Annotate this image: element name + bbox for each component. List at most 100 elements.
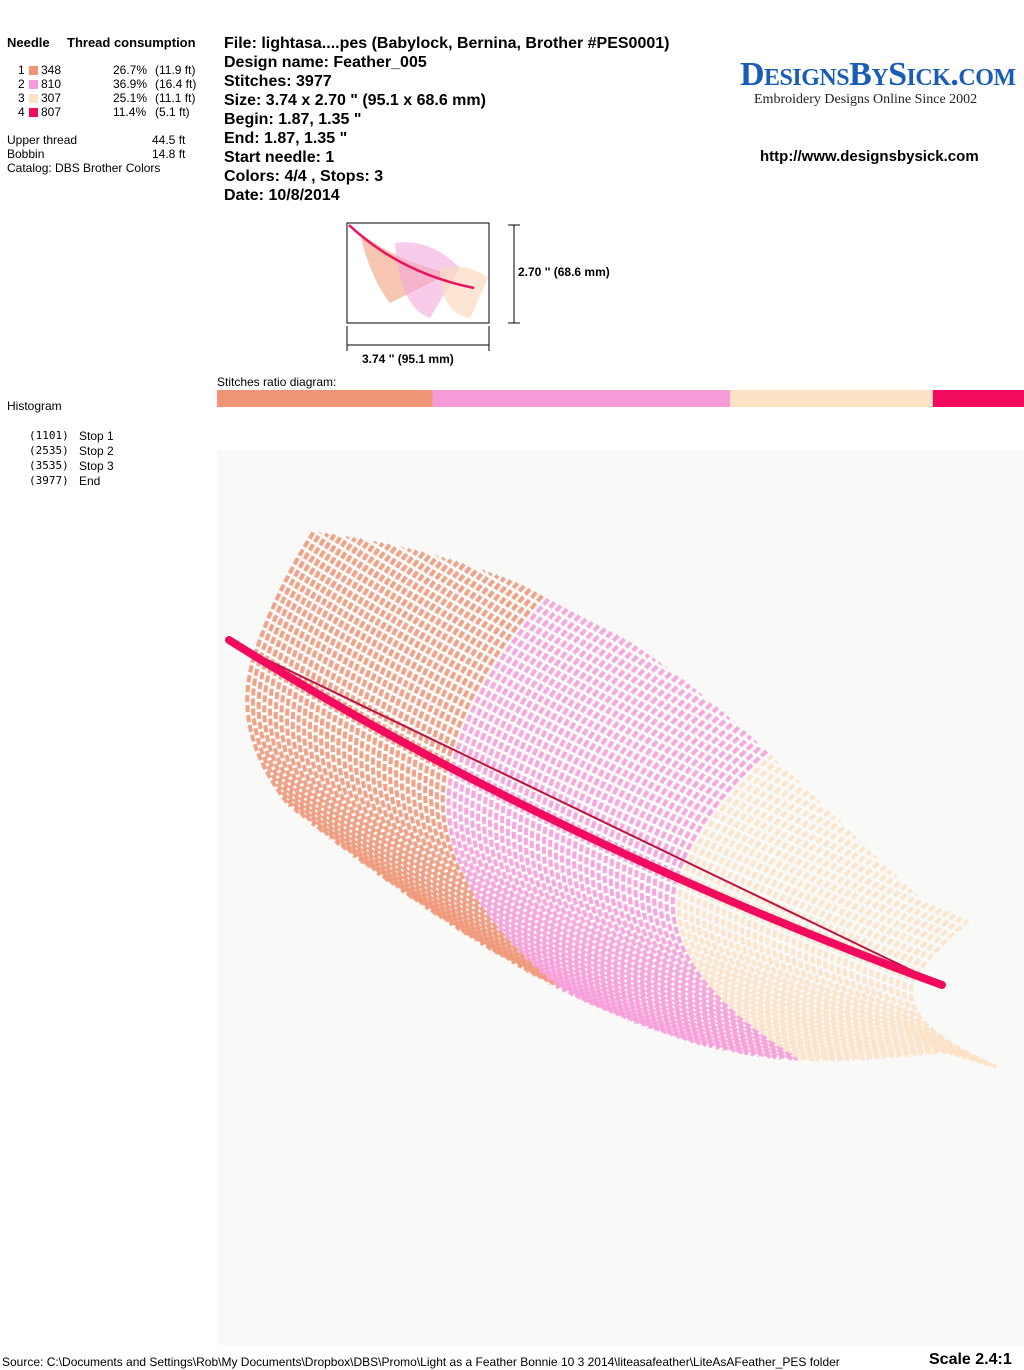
- barb: [596, 842, 732, 1053]
- jump-stitch: [256, 654, 943, 986]
- barb: [494, 792, 624, 1019]
- barb: [470, 780, 596, 1007]
- barb: [421, 581, 520, 754]
- barb: [359, 721, 454, 927]
- needle-number: 1: [18, 63, 25, 77]
- barb: [417, 752, 531, 974]
- stop-count: (3535): [29, 459, 69, 472]
- barb: [566, 828, 702, 1046]
- barb: [392, 569, 487, 738]
- barb: [782, 834, 857, 925]
- barb: [523, 807, 657, 1032]
- barb: [900, 913, 957, 972]
- header-line: Size: 3.74 x 2.70 " (95.1 x 68.6 mm): [224, 92, 486, 109]
- ratio-bar: [217, 390, 1024, 407]
- color-swatch: [29, 66, 38, 75]
- barb: [581, 678, 686, 836]
- barb: [621, 854, 755, 1057]
- header-line: Begin: 1.87, 1.35 ": [224, 111, 362, 128]
- barb: [817, 938, 914, 1058]
- barb: [290, 682, 358, 859]
- header-line: Design name: Feather_005: [224, 54, 427, 71]
- barb: [784, 925, 890, 1060]
- barb: [529, 810, 664, 1035]
- barb: [468, 605, 571, 779]
- barb: [854, 888, 914, 954]
- barb: [411, 749, 523, 970]
- barb: [695, 887, 820, 1063]
- barb: [423, 755, 538, 978]
- barb: [509, 629, 615, 800]
- barb: [324, 546, 405, 700]
- barb: [721, 898, 841, 1063]
- barb: [680, 754, 774, 881]
- thread-percent: 11.4%: [113, 105, 147, 119]
- barb: [602, 845, 738, 1054]
- barb: [415, 579, 513, 751]
- barb: [587, 683, 691, 839]
- barb: [352, 554, 439, 716]
- barb: [554, 822, 689, 1043]
- barb: [699, 769, 790, 890]
- thread-code: 807: [41, 105, 62, 119]
- barb: [341, 551, 426, 710]
- barb: [705, 774, 795, 892]
- barb: [649, 729, 747, 867]
- barb: [438, 590, 539, 764]
- barb: [652, 868, 783, 1061]
- barb: [427, 584, 526, 757]
- width-label: 3.74 '' (95.1 mm): [362, 352, 454, 366]
- needle-heading: Needle: [7, 35, 50, 50]
- upper-thread-value: 44.5 ft: [152, 133, 186, 147]
- rachis: [225, 636, 946, 989]
- barb: [511, 801, 644, 1027]
- barb: [842, 948, 934, 1056]
- barb: [727, 901, 846, 1062]
- logo-title: DesignsBySick.com: [740, 56, 1016, 93]
- barb: [633, 860, 767, 1059]
- barb: [750, 809, 832, 912]
- header-line: Start needle: 1: [224, 149, 335, 166]
- barb: [485, 615, 590, 788]
- barb: [497, 622, 602, 794]
- barb: [386, 566, 480, 735]
- histogram-title: Histogram: [7, 399, 62, 413]
- barb: [594, 687, 697, 841]
- barb: [285, 678, 349, 853]
- barb: [491, 618, 596, 791]
- stop-count: (2535): [29, 444, 69, 457]
- barb: [252, 530, 316, 657]
- barb: [849, 951, 938, 1056]
- thread-code: 307: [41, 91, 62, 105]
- barb: [324, 701, 406, 894]
- barb: [444, 592, 546, 767]
- barb: [262, 665, 317, 827]
- barb: [778, 923, 885, 1060]
- barb: [584, 837, 720, 1051]
- barb: [279, 675, 341, 846]
- barb: [815, 859, 883, 938]
- barb: [731, 794, 816, 903]
- stop-label: Stop 1: [79, 429, 114, 443]
- barb: [578, 834, 714, 1049]
- barb: [404, 574, 500, 745]
- barb: [503, 626, 608, 797]
- barb: [307, 691, 382, 877]
- barb: [517, 804, 651, 1030]
- barb: [269, 533, 337, 667]
- barb: [645, 865, 778, 1060]
- barb: [274, 534, 344, 670]
- barb: [342, 711, 430, 911]
- barb: [693, 764, 785, 887]
- barb: [302, 540, 378, 687]
- barb: [823, 941, 919, 1057]
- barb: [563, 665, 668, 827]
- barb: [464, 777, 589, 1004]
- barb: [789, 839, 862, 928]
- barb: [479, 612, 584, 785]
- scale: Scale 2.4:1: [929, 1351, 1012, 1368]
- barb: [808, 854, 878, 936]
- barb: [855, 954, 943, 1055]
- barb: [488, 789, 617, 1017]
- color-swatch: [29, 94, 38, 103]
